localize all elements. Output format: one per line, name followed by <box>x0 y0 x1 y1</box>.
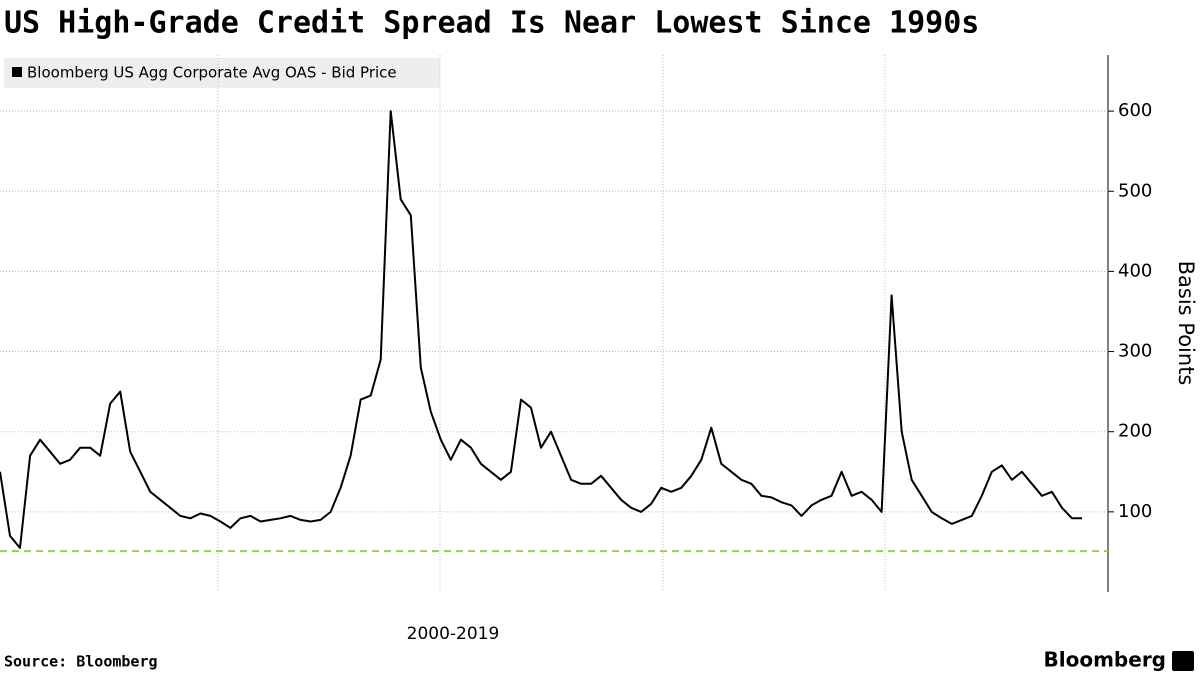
y-tick-label: 300 <box>1118 341 1152 362</box>
legend-box <box>4 58 440 88</box>
legend-label: Bloomberg US Agg Corporate Avg OAS - Bid… <box>27 64 397 82</box>
y-tick-label: 400 <box>1118 260 1152 281</box>
chart-title: US High-Grade Credit Spread Is Near Lowe… <box>4 6 979 41</box>
brand-logo: Bloomberg <box>1044 648 1166 672</box>
y-tick-label: 500 <box>1118 180 1152 201</box>
data-line <box>0 110 1082 549</box>
x-grid <box>217 55 886 592</box>
legend-swatch <box>12 67 22 77</box>
y-axis-label: Basis Points <box>1174 261 1198 386</box>
source: Source: Bloomberg <box>4 653 158 671</box>
y-tick-label: 100 <box>1118 501 1152 522</box>
y-tick-label: 600 <box>1118 100 1152 121</box>
x-axis-label: 2000-2019 <box>407 624 500 644</box>
brand-icon <box>1172 651 1194 671</box>
y-tick-label: 200 <box>1118 421 1152 442</box>
